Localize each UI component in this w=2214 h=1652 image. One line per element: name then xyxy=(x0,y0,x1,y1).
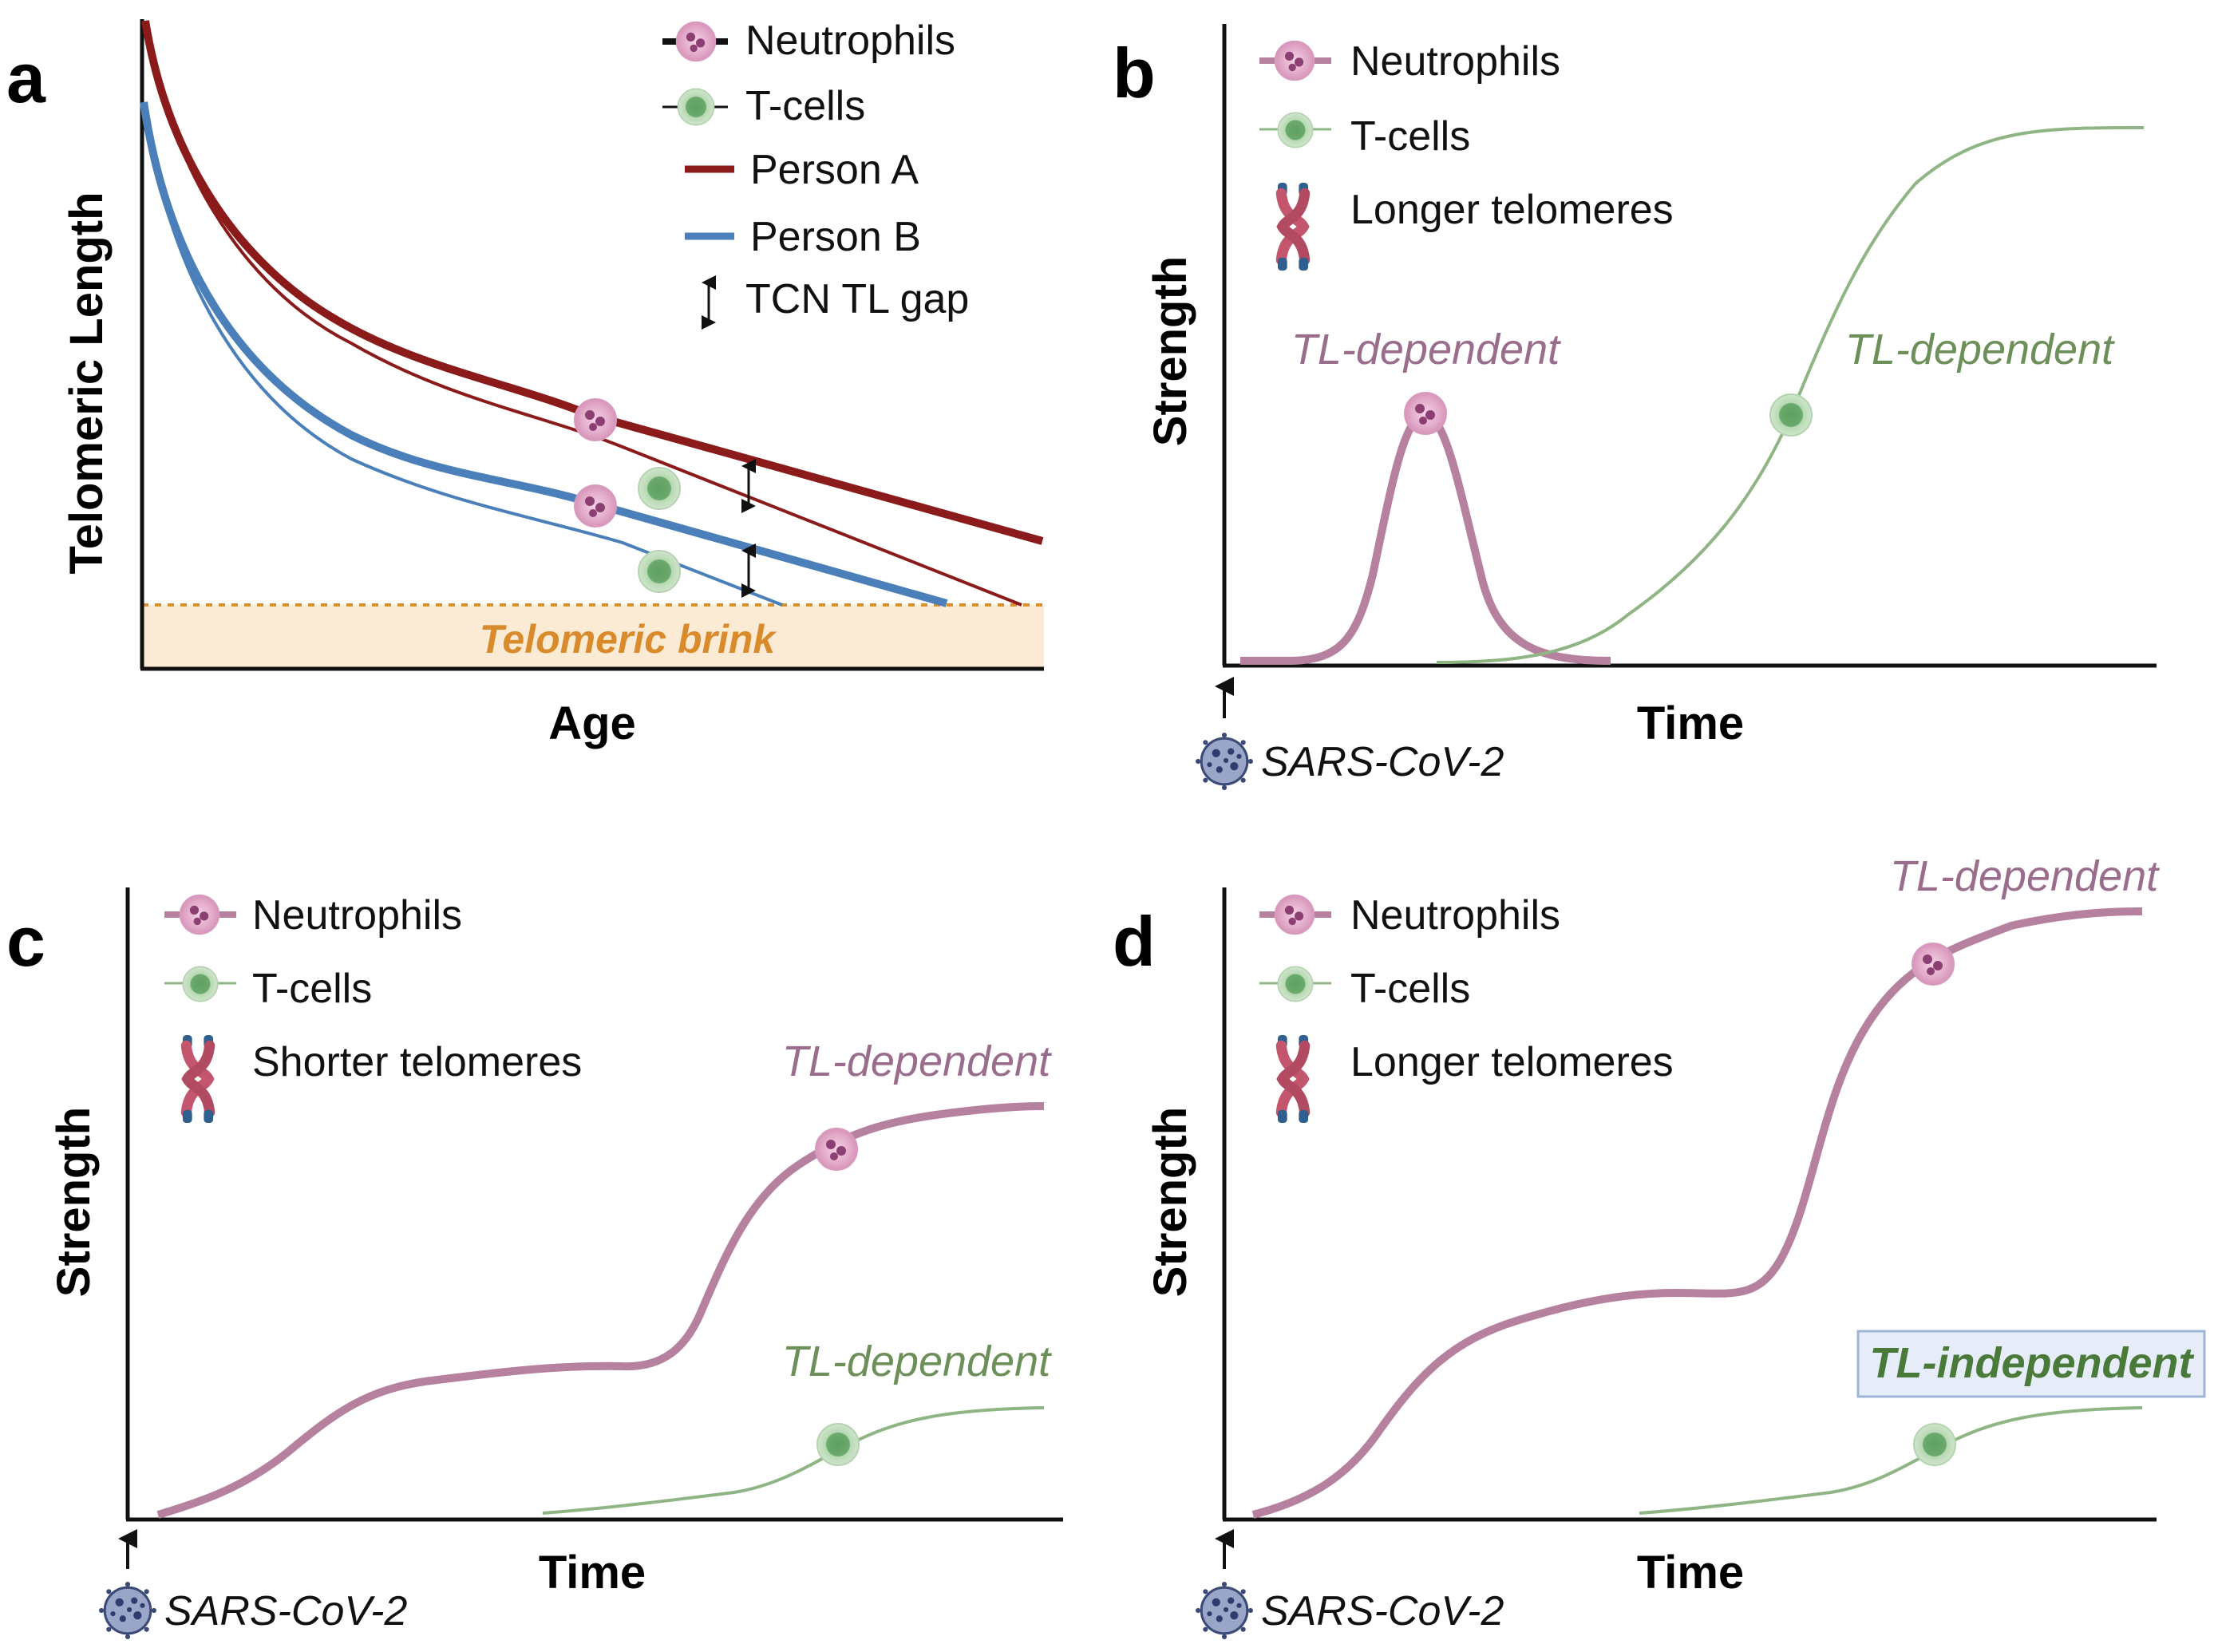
panel-a-ylabel: Telomeric Length xyxy=(61,192,113,574)
panel-c-neutrophil-annot: TL-dependent xyxy=(782,1037,1052,1085)
panel-b-virus-icon xyxy=(1196,733,1253,790)
person-b-tcell-marker xyxy=(638,550,681,593)
legend-b-tcell-icon xyxy=(1277,112,1314,148)
legend-d-neutrophil-icon xyxy=(1274,894,1315,935)
legend-d-tcells: T-cells xyxy=(1350,966,1470,1012)
legend-c-tcell-icon xyxy=(182,966,219,1002)
legend-b-neutrophil-icon xyxy=(1274,40,1315,81)
panel-c-xlabel: Time xyxy=(539,1547,646,1599)
panel-b-tcell-marker xyxy=(1769,393,1813,437)
panel-d-xlabel: Time xyxy=(1637,1547,1744,1599)
panel-d-tcell-curve xyxy=(1639,1406,2143,1515)
legend-d-chromosome-icon xyxy=(1278,1035,1308,1123)
panel-a-letter: a xyxy=(6,38,46,117)
panel-d-legend: Neutrophils T-cells Longer telomeres xyxy=(1259,892,1674,1123)
legend-b-tcells: T-cells xyxy=(1350,113,1470,160)
panel-d-independent-box xyxy=(1856,1330,2206,1398)
legend-neutrophils-a: Neutrophils xyxy=(745,18,955,64)
legend-d-telomeres: Longer telomeres xyxy=(1350,1039,1674,1085)
legend-d-neutrophils: Neutrophils xyxy=(1350,892,1560,939)
panel-c-legend: Neutrophils T-cells Shorter telomeres xyxy=(164,892,582,1123)
panel-d-neutrophil-annot: TL-dependent xyxy=(1890,852,2160,900)
legend-b-neutrophils: Neutrophils xyxy=(1350,38,1560,85)
person-a-neutrophil-line xyxy=(141,20,1044,545)
panel-d-ylabel: Strength xyxy=(1145,1107,1196,1297)
legend-b-chromosome-icon xyxy=(1278,183,1308,271)
legend-c-telomeres: Shorter telomeres xyxy=(252,1039,582,1085)
panel-b-neutrophil-marker xyxy=(1404,392,1447,435)
legend-person-a: Person A xyxy=(750,147,919,193)
legend-c-neutrophil-icon xyxy=(179,894,220,935)
person-a-tcell-line xyxy=(144,20,1022,607)
panel-c-ylabel: Strength xyxy=(48,1107,100,1297)
person-b-tcell-line xyxy=(142,101,783,607)
panel-c-neutrophil-curve xyxy=(156,1102,1045,1519)
panel-c-virus-icon xyxy=(99,1582,156,1639)
panel-d-virus-icon xyxy=(1196,1582,1253,1639)
panel-c-tcell-annot: TL-dependent xyxy=(782,1338,1052,1385)
panel-b-virus-label: SARS-CoV-2 xyxy=(1261,739,1504,785)
legend-tcells-a: T-cells xyxy=(745,83,865,129)
legend-c-chromosome-icon xyxy=(183,1035,213,1123)
legend-neutrophil-icon xyxy=(675,21,717,62)
panel-c-tcell-marker xyxy=(816,1423,860,1466)
person-b-neutrophil-line xyxy=(140,101,948,607)
legend-c-neutrophils: Neutrophils xyxy=(252,892,462,939)
person-a-neutrophil-marker xyxy=(574,398,617,441)
telomeric-brink-area xyxy=(142,605,1044,669)
legend-tcell-icon xyxy=(677,88,715,126)
legend-gap: TCN TL gap xyxy=(745,276,969,322)
panel-b-legend: Neutrophils T-cells Longer telomeres xyxy=(1259,38,1674,271)
panel-c-neutrophil-marker xyxy=(815,1128,858,1171)
panel-b-ylabel: Strength xyxy=(1145,256,1196,446)
person-b-neutrophil-marker xyxy=(574,484,617,528)
panel-c-letter: c xyxy=(6,902,45,981)
panel-d-tcell-annot: TL-independent xyxy=(1870,1339,2195,1387)
panel-c-virus-label: SARS-CoV-2 xyxy=(164,1588,407,1634)
telomeric-brink-label: Telomeric brink xyxy=(480,617,777,662)
panel-a-legend: Neutrophils T-cells Person A Person B TC… xyxy=(662,18,969,330)
legend-b-telomeres: Longer telomeres xyxy=(1350,187,1674,233)
panel-d-letter: d xyxy=(1113,902,1156,981)
panel-b-xlabel: Time xyxy=(1637,698,1744,749)
panel-d-tcell-marker xyxy=(1913,1423,1956,1466)
panel-d-neutrophil-marker xyxy=(1912,943,1955,986)
panel-a-xlabel: Age xyxy=(548,698,636,749)
panel-b-neutrophil-annot: TL-dependent xyxy=(1291,326,1561,373)
legend-c-tcells: T-cells xyxy=(252,966,372,1012)
panel-a: a Telomeric brink Telomeric Length Age xyxy=(6,18,1044,749)
legend-person-b: Person B xyxy=(750,214,921,260)
panel-d: d Strength Time SARS-CoV-2 TL-dependent … xyxy=(1113,852,2206,1639)
person-a-tcell-marker xyxy=(638,467,681,510)
panel-d-virus-label: SARS-CoV-2 xyxy=(1261,1588,1504,1634)
panel-b-tcell-annot: TL-dependent xyxy=(1845,326,2115,373)
panel-d-neutrophil-curve xyxy=(1251,907,2143,1519)
legend-d-tcell-icon xyxy=(1277,966,1314,1002)
panel-c-tcell-curve xyxy=(542,1406,1045,1515)
panel-b: b Strength Time SARS-CoV-2 TL-dependent … xyxy=(1113,24,2157,790)
panel-c: c Strength Time SARS-CoV-2 TL-dependent … xyxy=(6,887,1063,1639)
panel-b-letter: b xyxy=(1113,34,1156,113)
panel-b-neutrophil-curve xyxy=(1240,410,1611,665)
